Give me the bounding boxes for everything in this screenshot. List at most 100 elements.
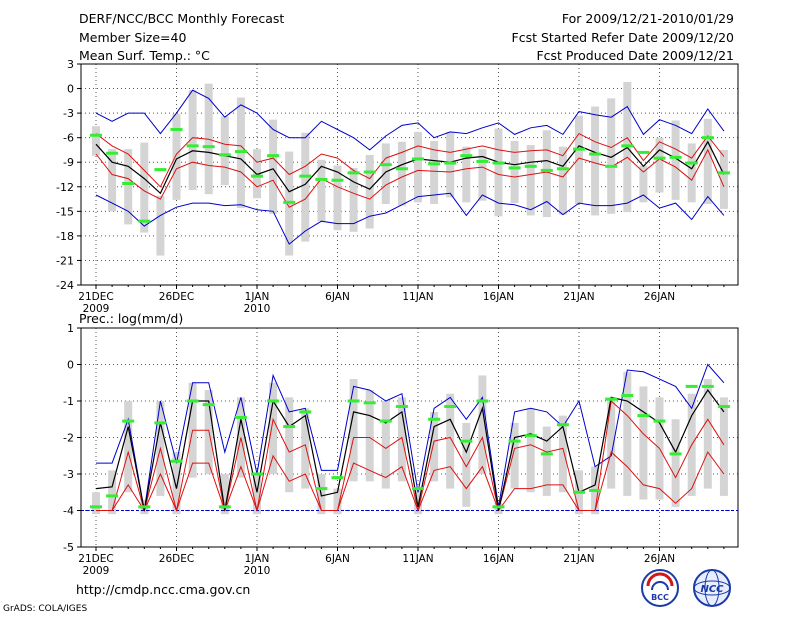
source-url[interactable]: http://cmdp.ncc.cma.gov.cn	[76, 582, 251, 597]
temp-box-36	[655, 137, 664, 193]
temp-obs-36	[653, 156, 666, 160]
temp-box-3	[124, 149, 133, 225]
prec-box-11	[253, 474, 261, 515]
prec-box-35	[639, 386, 648, 500]
prec-obs-8	[202, 403, 215, 407]
prec-box-33	[607, 397, 616, 489]
prec-obs-24	[460, 439, 473, 443]
temp-box-25	[478, 149, 487, 201]
temp-box-4	[140, 142, 149, 233]
temp-obs-8	[202, 145, 215, 149]
temp-line-upper	[95, 132, 725, 188]
temp-box-33	[607, 98, 616, 214]
prec-ytick-label: -2	[63, 432, 74, 445]
temp-box-9	[220, 116, 229, 186]
prec-box-40	[719, 397, 728, 496]
prec-obs-1	[90, 505, 102, 509]
prec-box-37	[671, 419, 680, 507]
bcc-logo-icon: BCC	[641, 569, 679, 607]
prec-box-19	[381, 401, 390, 489]
prec-obs-4	[138, 505, 151, 509]
temp-obs-10	[234, 150, 247, 154]
prec-ytick-label: -4	[63, 505, 74, 518]
prec-box-17	[349, 379, 358, 482]
prec-ytick-label: -1	[63, 395, 74, 408]
temp-box-31	[575, 115, 583, 204]
temp-box-22	[430, 140, 439, 204]
refer-date: Fcst Started Refer Date 2009/12/20	[511, 30, 735, 45]
prec-xtick-label: 26DEC	[159, 553, 194, 565]
temp-xtick-label: 11JAN	[402, 291, 433, 303]
prec-box-13	[285, 397, 294, 493]
prec-obs-25	[476, 399, 489, 403]
temp-ytick-label: -24	[56, 279, 74, 292]
prec-box-24	[462, 422, 471, 507]
temp-obs-31	[573, 147, 585, 151]
prec-ytick-label: 0	[67, 359, 74, 372]
temp-line-lower	[95, 148, 725, 208]
temp-ytick-label: 0	[67, 83, 74, 96]
temp-obs-28	[524, 164, 537, 168]
prec-line-lower	[96, 451, 725, 513]
temp-obs-19	[379, 163, 392, 167]
temp-xtick-sublabel: 2009	[83, 303, 110, 315]
temp-ytick-label: -9	[63, 156, 74, 169]
temp-obs-29	[540, 168, 553, 172]
prec-box-29	[542, 426, 551, 496]
temp-box-29	[542, 130, 551, 218]
prec-obs-23	[444, 404, 457, 408]
prec-box-34	[623, 371, 632, 496]
prec-xtick-label: 21JAN	[563, 553, 594, 565]
prec-obs-5	[154, 421, 167, 425]
temp-obs-32	[589, 152, 602, 156]
temp-ytick-label: -15	[56, 205, 74, 218]
prec-box-28	[526, 408, 535, 493]
temp-box-27	[510, 140, 519, 204]
prec-box-2	[108, 470, 117, 515]
temp-obs-7	[186, 144, 199, 148]
temp-box-2	[108, 149, 117, 212]
temp-obs-21	[412, 157, 424, 161]
prec-obs-39	[701, 384, 714, 388]
prec-obs-32	[589, 488, 602, 492]
temp-ytick-label: -21	[56, 254, 74, 267]
prec-obs-9	[218, 505, 231, 509]
temp-xtick-label: 26JAN	[644, 291, 675, 303]
temp-obs-23	[444, 161, 457, 165]
temp-obs-4	[138, 219, 151, 223]
prec-box-6	[172, 452, 181, 515]
temp-frame	[80, 63, 739, 286]
temp-line-mean	[95, 140, 725, 195]
prec-xtick-sublabel: 2009	[83, 565, 110, 577]
prec-xtick-label: 21DEC	[78, 553, 113, 565]
prec-obs-26	[492, 505, 505, 509]
temp-box-6	[172, 113, 181, 200]
prec-obs-22	[428, 417, 441, 421]
prec-box-14	[301, 408, 310, 489]
temp-xtick-sublabel: 2010	[244, 303, 271, 315]
chart-title: DERF/NCC/BCC Monthly Forecast	[79, 11, 285, 26]
temp-box-21	[414, 131, 422, 203]
prec-obs-7	[186, 399, 199, 403]
temp-box-32	[591, 106, 600, 216]
prec-box-12	[269, 382, 278, 474]
temp-obs-26	[492, 161, 505, 165]
temp-box-24	[462, 146, 471, 203]
temp-obs-39	[701, 136, 714, 140]
prec-obs-37	[669, 452, 682, 456]
temp-box-23	[446, 131, 455, 198]
temp-line-min	[95, 192, 725, 245]
temp-xtick-label: 26DEC	[159, 291, 194, 303]
temp-box-18	[365, 154, 374, 229]
prec-obs-10	[234, 415, 247, 419]
prec-obs-29	[540, 452, 553, 456]
temp-obs-33	[605, 164, 618, 168]
temp-obs-15	[315, 177, 328, 181]
temp-obs-20	[395, 167, 408, 171]
prec-box-39	[703, 379, 712, 489]
temp-box-5	[156, 195, 165, 256]
prec-box-18	[365, 390, 374, 482]
